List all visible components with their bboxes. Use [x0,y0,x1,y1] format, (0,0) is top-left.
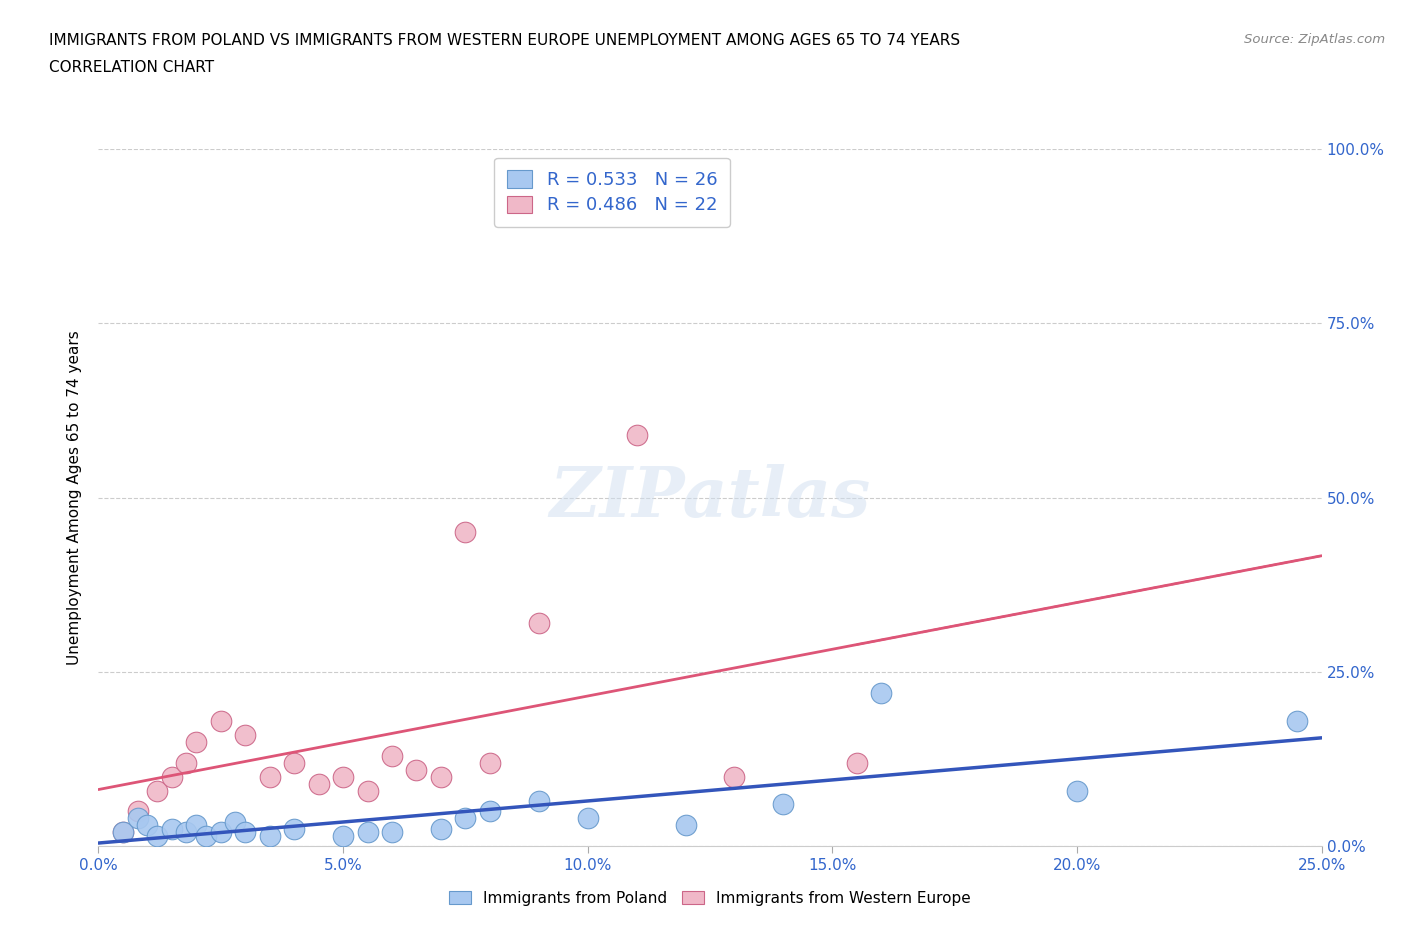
Point [176,755,198,770]
Point [675,818,697,833]
Point [478,804,501,819]
Point [111,825,134,840]
Point [259,829,281,844]
Point [209,713,232,728]
Point [308,776,330,790]
Point [454,525,477,540]
Point [870,685,893,700]
Y-axis label: Unemployment Among Ages 65 to 74 years: Unemployment Among Ages 65 to 74 years [67,330,83,665]
Point [1066,783,1088,798]
Point [527,616,550,631]
Point [626,428,648,443]
Point [1286,713,1309,728]
Point [146,829,169,844]
Legend: Immigrants from Poland, Immigrants from Western Europe: Immigrants from Poland, Immigrants from … [443,884,977,912]
Point [195,829,218,844]
Point [478,755,501,770]
Point [772,797,794,812]
Point [127,804,149,819]
Text: IMMIGRANTS FROM POLAND VS IMMIGRANTS FROM WESTERN EUROPE UNEMPLOYMENT AMONG AGES: IMMIGRANTS FROM POLAND VS IMMIGRANTS FRO… [49,33,960,47]
Text: Source: ZipAtlas.com: Source: ZipAtlas.com [1244,33,1385,46]
Point [127,811,149,826]
Point [332,769,354,784]
Point [283,821,305,836]
Point [356,783,378,798]
Point [356,825,378,840]
Point [233,727,256,742]
Point [186,735,208,750]
Point [723,769,745,784]
Point [576,811,599,826]
Point [186,818,208,833]
Point [454,811,477,826]
Point [405,763,427,777]
Point [224,815,246,830]
Point [259,769,281,784]
Text: ZIPatlas: ZIPatlas [550,464,870,531]
Point [233,825,256,840]
Point [146,783,169,798]
Point [845,755,868,770]
Point [160,821,183,836]
Point [332,829,354,844]
Point [176,825,198,840]
Point [381,825,404,840]
Point [283,755,305,770]
Point [430,769,453,784]
Point [111,825,134,840]
Point [209,825,232,840]
Point [381,748,404,763]
Text: CORRELATION CHART: CORRELATION CHART [49,60,214,75]
Point [430,821,453,836]
Point [160,769,183,784]
Point [136,818,159,833]
Point [527,793,550,808]
